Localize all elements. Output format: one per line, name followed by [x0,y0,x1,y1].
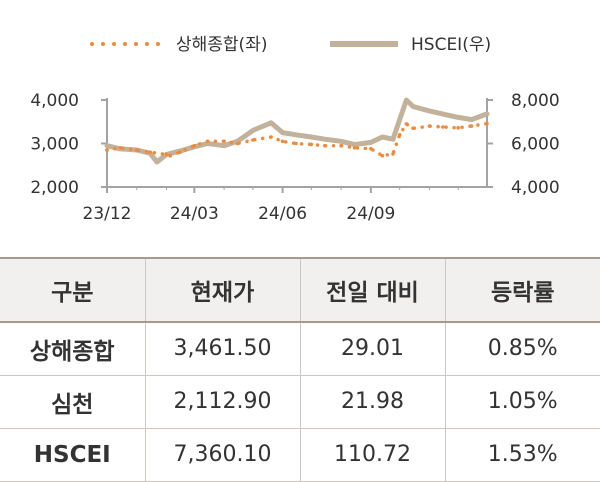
row-change: 110.72 [300,428,445,481]
chart-axes: 2,000 3,000 4,000 4,000 6,000 8,000 23/12 24/03… [30,91,559,224]
data-point-shanghai [222,140,226,144]
data-point-shanghai [441,125,445,129]
y-right-tick-label: 6,000 [511,135,560,155]
header-rate: 등락률 [445,258,600,322]
data-point-shanghai [294,142,298,146]
legend-label-shanghai: 상해종합(좌) [176,35,267,55]
row-name: HSCEI [0,428,145,481]
data-point-shanghai [428,124,432,128]
data-point-shanghai [369,147,373,151]
data-point-shanghai [381,154,385,158]
header-price: 현재가 [145,258,300,322]
x-tick-label: 24/09 [346,204,395,224]
data-point-shanghai [169,154,173,158]
x-tick-label: 23/12 [83,204,132,224]
data-point-shanghai [391,152,395,156]
data-point-shanghai [165,153,169,157]
y-right-tick-label: 4,000 [511,178,560,198]
header-change: 전일 대비 [300,258,445,322]
data-point-shanghai [405,122,409,126]
table-row: HSCEI 7,360.10 110.72 1.53% [0,428,600,481]
row-rate: 1.53% [445,428,600,481]
table-row: 심천 2,112.90 21.98 1.05% [0,375,600,428]
data-point-shanghai [456,126,460,130]
series-line-shanghai [107,124,487,156]
data-point-shanghai [269,135,273,139]
data-point-shanghai [310,143,314,147]
data-point-shanghai [339,144,343,148]
data-point-shanghai [148,150,152,154]
data-point-shanghai [206,140,210,144]
series-line-hscei [107,100,487,162]
y-left-tick-label: 2,000 [30,178,79,198]
row-change: 21.98 [300,375,445,428]
x-tick-label: 24/06 [258,204,307,224]
data-point-shanghai [485,122,489,126]
table-row: 상해종합 3,461.50 29.01 0.85% [0,322,600,375]
y-left-tick-label: 3,000 [30,135,79,155]
data-point-shanghai [398,133,402,137]
row-rate: 0.85% [445,322,600,375]
row-change: 29.01 [300,322,445,375]
data-point-shanghai [236,142,240,146]
table-header-row: 구분 현재가 전일 대비 등락률 [0,258,600,322]
line-chart: 상해종합(좌) HSCEI(우) 2,000 3,000 4,000 4,000 6,0… [0,0,600,250]
chart-series [105,100,489,162]
data-point-shanghai [470,124,474,128]
row-price: 2,112.90 [145,375,300,428]
header-category: 구분 [0,258,145,322]
data-point-shanghai [323,144,327,148]
legend-label-hscei: HSCEI(우) [411,35,491,55]
row-price: 7,360.10 [145,428,300,481]
data-point-shanghai [353,146,357,150]
data-point-shanghai [281,140,285,144]
y-right-tick-label: 8,000 [511,91,560,111]
data-point-shanghai [193,144,197,148]
row-name: 심천 [0,375,145,428]
data-point-shanghai [251,138,255,142]
data-point-shanghai [119,146,123,150]
data-point-shanghai [105,148,109,152]
data-point-shanghai [135,148,139,152]
row-name: 상해종합 [0,322,145,375]
data-point-shanghai [411,127,415,131]
chart-area: 상해종합(좌) HSCEI(우) 2,000 3,000 4,000 4,000 6,0… [0,0,600,250]
chart-legend: 상해종합(좌) HSCEI(우) [92,35,491,55]
data-point-shanghai [178,150,182,154]
y-left-tick-label: 4,000 [30,91,79,111]
index-table: 구분 현재가 전일 대비 등락률 상해종합 3,461.50 29.01 0.8… [0,257,600,482]
x-tick-label: 24/03 [170,204,219,224]
row-price: 3,461.50 [145,322,300,375]
row-rate: 1.05% [445,375,600,428]
